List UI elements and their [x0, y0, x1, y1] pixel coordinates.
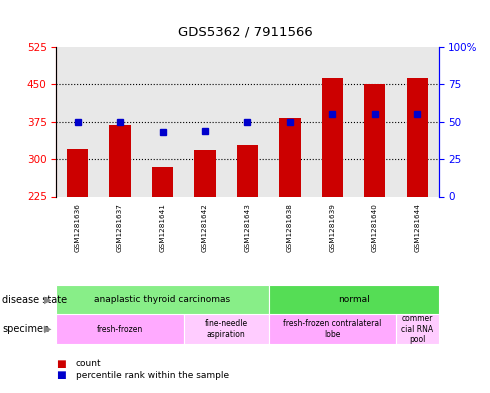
Text: commer
cial RNA
pool: commer cial RNA pool: [401, 314, 433, 344]
Text: GSM1281637: GSM1281637: [117, 204, 123, 252]
Text: GSM1281643: GSM1281643: [245, 204, 250, 252]
Bar: [184, 314, 269, 344]
Bar: [269, 285, 439, 314]
Text: ■: ■: [56, 358, 66, 369]
Bar: [237, 145, 258, 196]
Bar: [269, 314, 396, 344]
Text: anaplastic thyroid carcinomas: anaplastic thyroid carcinomas: [95, 295, 231, 304]
Bar: [396, 314, 439, 344]
Bar: [67, 149, 88, 196]
Text: ▶: ▶: [44, 324, 51, 334]
Text: GSM1281642: GSM1281642: [202, 204, 208, 252]
Bar: [195, 150, 216, 196]
Bar: [152, 167, 173, 196]
Bar: [322, 78, 343, 196]
Text: GSM1281644: GSM1281644: [415, 204, 420, 252]
Text: ■: ■: [56, 370, 66, 380]
Text: normal: normal: [338, 295, 369, 304]
Text: specimen: specimen: [2, 324, 49, 334]
Text: GSM1281638: GSM1281638: [287, 204, 293, 252]
Text: fresh-frozen contralateral
lobe: fresh-frozen contralateral lobe: [283, 320, 382, 339]
Text: GDS5362 / 7911566: GDS5362 / 7911566: [177, 26, 313, 39]
Bar: [364, 84, 386, 196]
Text: GSM1281641: GSM1281641: [160, 204, 166, 252]
Text: count: count: [76, 359, 101, 368]
Text: fresh-frozen: fresh-frozen: [97, 325, 143, 334]
Text: GSM1281639: GSM1281639: [329, 204, 335, 252]
Text: GSM1281640: GSM1281640: [372, 204, 378, 252]
Bar: [279, 118, 300, 196]
Text: fine-needle
aspiration: fine-needle aspiration: [205, 320, 248, 339]
Bar: [109, 125, 131, 196]
Text: ▶: ▶: [44, 295, 51, 305]
Bar: [56, 285, 269, 314]
Text: disease state: disease state: [2, 295, 68, 305]
Bar: [56, 314, 184, 344]
Text: GSM1281636: GSM1281636: [74, 204, 80, 252]
Text: percentile rank within the sample: percentile rank within the sample: [76, 371, 229, 380]
Bar: [407, 78, 428, 196]
